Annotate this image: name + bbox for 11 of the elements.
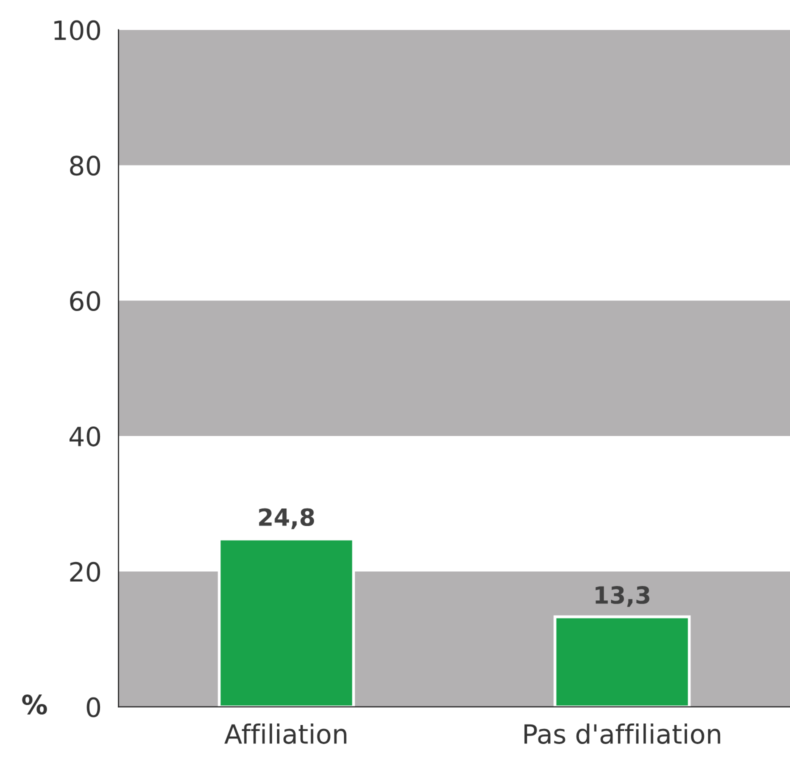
data-label: 13,3 [596, 586, 650, 607]
data-label: 24,8 [259, 508, 314, 530]
y-tick-label: 100 [54, 20, 100, 40]
y-tick-label: 60 [70, 291, 100, 312]
x-tick-label: Pas d'affiliation [524, 724, 720, 744]
y-tick-label: 40 [70, 426, 100, 446]
y-tick-label: 80 [70, 156, 100, 176]
y-tick-label: 20 [70, 562, 100, 582]
x-tick-label: Affiliation [224, 724, 346, 744]
y-tick-label: 0 [86, 697, 100, 718]
y-axis-title: % [22, 694, 47, 715]
